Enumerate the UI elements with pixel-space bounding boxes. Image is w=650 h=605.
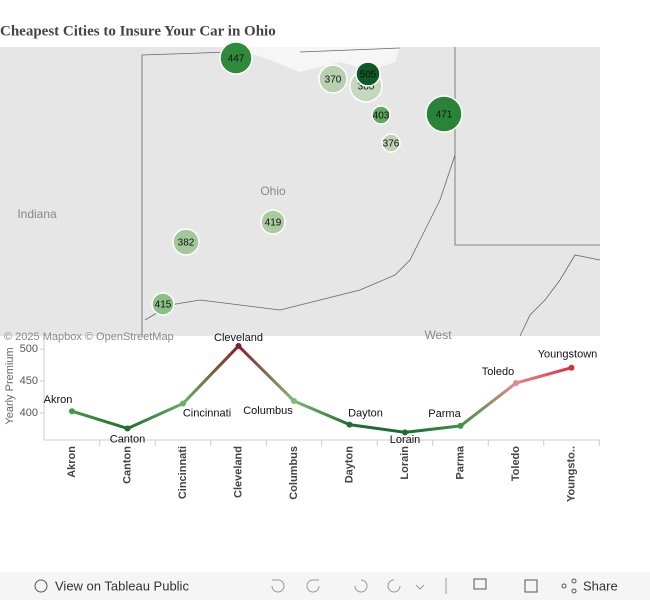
border [519,254,601,337]
toolbar [0,572,650,600]
data-label: Lorain [390,434,421,446]
line-segment [459,381,517,428]
line-marker [69,408,75,415]
x-tick-label: Columbus [288,446,300,500]
map-bubble [219,41,253,75]
map-label: West [424,328,452,342]
data-label: Canton [110,433,145,445]
bubble-label: 403 [373,111,390,122]
bubble-label: 382 [178,238,195,249]
line-segment [404,424,461,434]
line-marker [235,342,242,349]
map-bubble [318,64,348,94]
map-label: Indiana [17,207,57,221]
line-segment [71,409,128,430]
map-bubble [355,61,381,87]
data-label: Cincinnati [183,407,231,419]
title: Cheapest Cities to Insure Your Car in Oh… [0,23,276,39]
y-tick-label: 500 [20,343,38,355]
x-tick-label: Canton [121,446,133,484]
line-marker [124,425,131,432]
line-segment [181,344,240,405]
line-segment [126,402,184,430]
bubble-label: 376 [383,139,400,150]
y-tick-label: 400 [20,407,38,419]
line-segment [237,344,296,403]
line-segment [293,399,351,427]
map-bubble [425,95,463,133]
x-tick-label: Akron [66,446,78,478]
bubble-label: 419 [265,218,282,229]
border [141,47,401,336]
x-tick-label: Parma [454,445,466,480]
bubble-label: 370 [325,75,342,86]
bubble-label: 471 [436,110,453,121]
line-marker [180,400,186,407]
map-label: Ohio [260,184,286,198]
share-button[interactable]: Share [583,578,618,593]
x-tick-label: Youngsto.. [565,446,577,502]
data-label: Parma [428,408,461,420]
line-segment [349,423,406,434]
data-label: Akron [44,394,73,406]
data-label: Columbus [243,405,293,417]
y-axis-title: Yearly Premium [4,347,16,424]
line-marker [402,429,408,436]
line-marker [291,397,297,404]
map-bg [0,47,600,336]
line-marker [457,422,464,429]
data-label: Toledo [482,366,514,378]
divider [0,336,600,338]
map-bubble [260,209,286,235]
line-marker [568,364,575,371]
map-bubble [381,133,401,153]
data-label: Cleveland [214,332,263,344]
map-bubble [172,228,200,256]
view-button[interactable]: View on Tableau Public [55,578,189,593]
map-bubble [371,105,391,125]
bubble-label: 505 [360,70,377,81]
line-segment [515,366,572,385]
data-label: Youngstown [538,349,598,361]
attribution: © 2025 Mapbox © OpenStreetMap [4,331,174,343]
map-bubble [151,292,175,316]
x-tick-label: Lorain [399,446,411,480]
x-tick-label: Toledo [510,446,522,482]
river [144,154,456,321]
toolbar-icons [34,578,577,594]
x-tick-label: Cincinnati [177,446,189,499]
map [0,47,601,338]
bubble-label: 380 [358,82,375,93]
bubble-label: 415 [155,300,172,311]
y-tick-label: 450 [20,375,38,387]
line-marker [513,380,519,387]
bubble-label: 447 [228,54,245,65]
line-marker [346,421,353,428]
x-tick-label: Cleveland [232,446,244,498]
x-tick-label: Dayton [343,446,355,484]
data-label: Dayton [348,408,383,420]
lake [230,47,400,72]
